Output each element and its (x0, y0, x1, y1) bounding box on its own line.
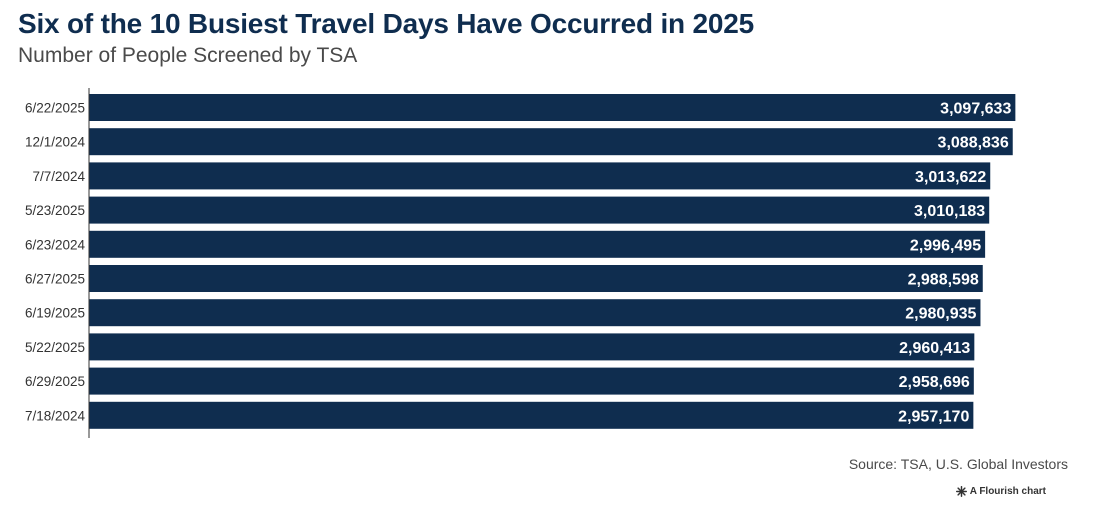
bar-value-label: 2,957,170 (898, 408, 969, 425)
category-tick-label: 6/29/2025 (25, 374, 85, 389)
bar-value-label: 3,097,633 (940, 101, 1011, 118)
bar[interactable] (89, 196, 990, 224)
bar-chart: 6/22/2025 3,097,633 12/1/2024 3,088,836 7/7/… (25, 88, 1016, 438)
category-tick-label: 7/7/2024 (32, 169, 85, 184)
category-tick-label: 6/27/2025 (25, 272, 85, 287)
flourish-credit[interactable]: A Flourish chart (955, 486, 1046, 497)
bar-value-label: 3,010,183 (914, 203, 985, 220)
category-tick-label: 7/18/2024 (25, 408, 86, 423)
bar[interactable] (89, 401, 974, 429)
flourish-credit-label: A Flourish chart (969, 486, 1046, 497)
category-tick-label: 12/1/2024 (25, 135, 86, 150)
category-tick-label: 6/22/2025 (25, 101, 85, 116)
bar-value-label: 2,960,413 (899, 340, 970, 357)
bar-value-label: 3,013,622 (915, 169, 986, 186)
flourish-icon (955, 486, 967, 497)
bar-value-label: 2,988,598 (908, 272, 979, 289)
source-note: Source: TSA, U.S. Global Investors (848, 456, 1068, 472)
bar[interactable] (89, 333, 975, 361)
bar-value-label: 2,958,696 (899, 374, 970, 391)
bar-value-label: 2,996,495 (910, 237, 981, 254)
chart-subtitle: Number of People Screened by TSA (18, 44, 358, 67)
category-tick-label: 5/22/2025 (25, 340, 85, 355)
bar[interactable] (89, 230, 986, 258)
chart-title: Six of the 10 Busiest Travel Days Have O… (18, 8, 755, 39)
bar-value-label: 2,980,935 (905, 306, 976, 323)
bar[interactable] (89, 299, 981, 327)
bar[interactable] (89, 265, 983, 292)
bar[interactable] (89, 162, 991, 190)
category-tick-label: 6/19/2025 (25, 306, 85, 321)
category-tick-label: 5/23/2025 (25, 203, 85, 218)
bar[interactable] (89, 367, 974, 395)
bar[interactable] (89, 128, 1013, 156)
bar[interactable] (89, 94, 1016, 121)
category-tick-label: 6/23/2024 (25, 237, 86, 252)
bar-value-label: 3,088,836 (938, 135, 1009, 152)
